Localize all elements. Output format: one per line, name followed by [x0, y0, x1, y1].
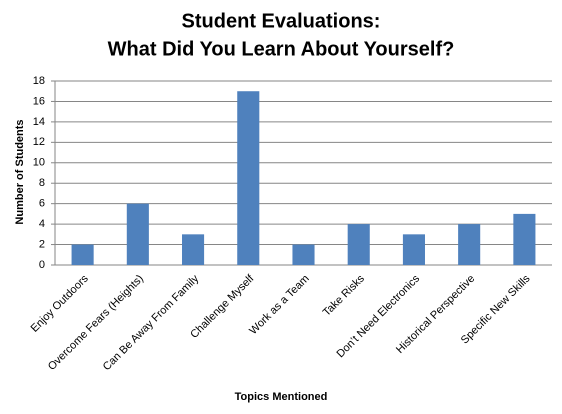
- chart-title: Student Evaluations:: [182, 10, 381, 32]
- y-tick-label: 14: [33, 116, 45, 128]
- bar: [458, 224, 481, 265]
- y-tick-label: 12: [33, 136, 45, 148]
- bar: [347, 224, 370, 265]
- y-tick-label: 6: [39, 198, 45, 210]
- y-tick-label: 4: [39, 218, 45, 230]
- x-tick-label: Enjoy Outdoors: [29, 272, 91, 334]
- bar: [292, 244, 315, 265]
- x-axis-title: Topics Mentioned: [235, 391, 328, 403]
- y-tick-label: 8: [39, 177, 45, 189]
- bar: [71, 244, 94, 265]
- y-axis-title: Number of Students: [14, 119, 26, 224]
- y-tick-label: 0: [39, 259, 45, 271]
- x-tick-label: Work as a Team: [247, 273, 311, 337]
- x-tick-label: Can Be Away From Family: [101, 272, 202, 373]
- x-tick-label: Overcome Fears (Heights): [46, 273, 146, 373]
- bar: [237, 91, 260, 265]
- bar: [126, 203, 149, 265]
- chart-title: What Did You Learn About Yourself?: [108, 38, 455, 60]
- bar: [402, 234, 425, 265]
- bar: [513, 213, 536, 265]
- y-tick-label: 2: [39, 238, 45, 250]
- y-tick-label: 18: [33, 75, 45, 87]
- y-tick-label: 10: [33, 157, 45, 169]
- x-tick-label: Take Risks: [321, 272, 367, 318]
- bar: [182, 234, 205, 265]
- y-tick-label: 16: [33, 95, 45, 107]
